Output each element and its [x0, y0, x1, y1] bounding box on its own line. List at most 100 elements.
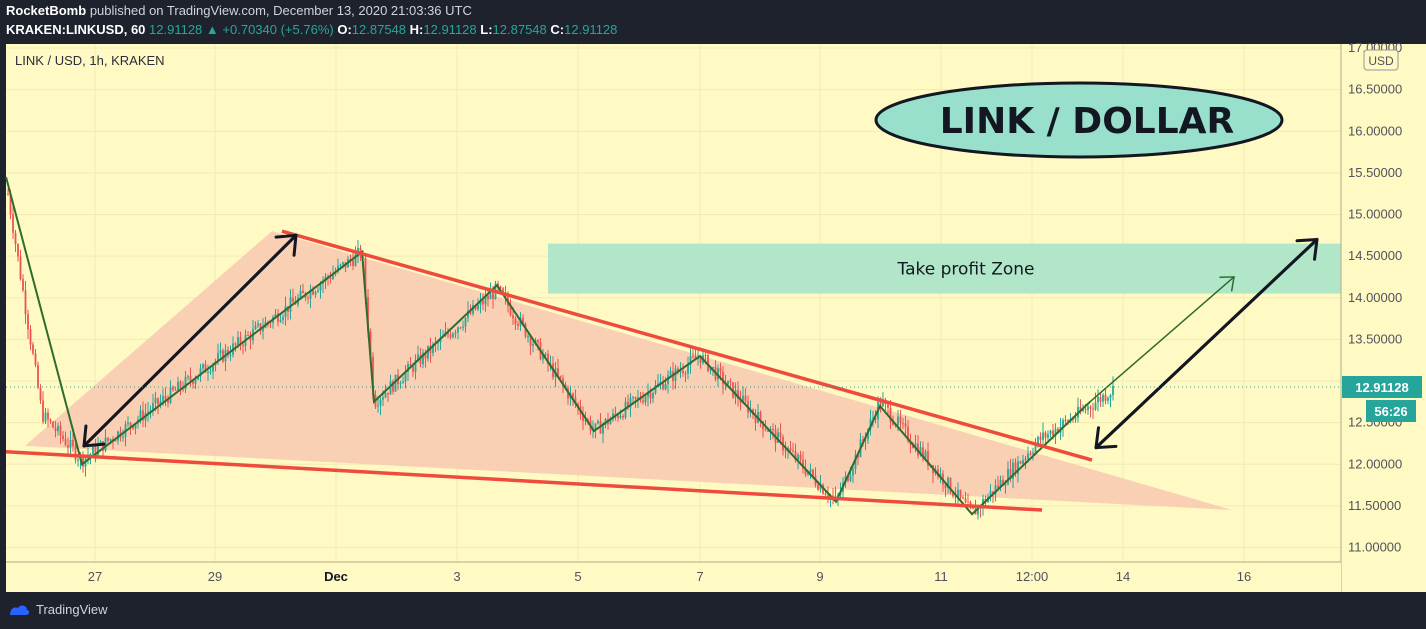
candle-body	[282, 316, 284, 320]
candle-body	[24, 290, 27, 315]
candle-body	[189, 376, 192, 381]
candle-body	[217, 353, 219, 361]
candle-body	[432, 344, 434, 353]
candle-body	[1072, 418, 1074, 420]
candle-body	[469, 310, 472, 314]
candle-body	[364, 258, 367, 297]
candle-body	[514, 318, 517, 324]
candle-body	[1107, 397, 1109, 401]
candle-body	[449, 334, 452, 338]
candle-body	[37, 364, 39, 388]
candle-body	[967, 502, 969, 504]
candle-body	[694, 356, 697, 360]
candle-body	[132, 426, 134, 429]
swing-arrow-down	[82, 233, 298, 448]
target-arrow-down-head	[1313, 237, 1319, 261]
candle-body	[807, 471, 809, 475]
candle-body	[582, 414, 584, 421]
candle-body	[404, 372, 407, 382]
candle-body	[317, 290, 319, 292]
time-tick-label: 27	[88, 569, 102, 584]
time-tick-label: 14	[1116, 569, 1130, 584]
price-tick-label: 11.50000	[1348, 498, 1401, 513]
candle-body	[764, 429, 767, 431]
time-axis[interactable]	[6, 562, 1341, 592]
candle-body	[197, 376, 199, 380]
candle-body	[619, 415, 622, 418]
candle-body	[44, 412, 47, 422]
candle-body	[492, 292, 494, 300]
candle-body	[454, 332, 457, 334]
candle-body	[129, 422, 132, 427]
candle-body	[1014, 462, 1017, 474]
price-axis[interactable]	[1341, 44, 1426, 592]
candle-body	[472, 305, 474, 314]
candle-body	[664, 384, 667, 390]
candle-body	[649, 392, 652, 399]
candle-body	[1074, 417, 1077, 420]
candle-body	[1092, 408, 1094, 410]
candle-body	[614, 413, 617, 416]
countdown-tag	[1366, 400, 1416, 422]
candle-body	[602, 425, 604, 434]
candle-body	[482, 300, 484, 305]
candle-body	[277, 313, 279, 322]
candle-body	[789, 448, 792, 451]
triangle-pattern	[25, 231, 1232, 511]
candle-body	[74, 446, 77, 460]
candle-body	[537, 339, 539, 343]
candle-body	[529, 336, 532, 346]
candle-body	[812, 469, 814, 476]
candle-body	[629, 397, 632, 408]
candle-body	[1044, 432, 1047, 438]
candle-body	[824, 493, 827, 496]
open-value: 12.87548	[351, 22, 407, 37]
candle-body	[959, 489, 962, 498]
close-label: C:	[550, 22, 565, 37]
candle-body	[532, 344, 534, 346]
candle-body	[59, 425, 62, 436]
candle-body	[657, 383, 659, 386]
candle-body	[1024, 458, 1027, 460]
candle-body	[314, 291, 317, 295]
candle-body	[322, 281, 324, 285]
tradingview-brand: TradingView	[36, 602, 108, 617]
candle-body	[622, 415, 624, 418]
candle-body	[274, 313, 277, 318]
zigzag-path	[5, 176, 1091, 516]
candle-body	[422, 352, 424, 365]
currency-box[interactable]	[1363, 49, 1399, 71]
price-tick-label: 14.50000	[1348, 248, 1402, 263]
candle-body	[889, 407, 892, 422]
candle-body	[92, 445, 94, 455]
take-profit-zone-label: Take profit Zone	[897, 260, 1035, 280]
candle-body	[69, 439, 72, 448]
candle-body	[477, 304, 479, 310]
candle-body	[669, 371, 672, 376]
candle-body	[209, 371, 212, 373]
candle-body	[544, 353, 547, 356]
candle-body	[1032, 452, 1034, 454]
candle-body	[172, 386, 174, 390]
candle-body	[972, 507, 974, 509]
author-name[interactable]: RocketBomb	[6, 3, 87, 18]
candle-body	[122, 436, 124, 438]
candle-body	[299, 290, 302, 298]
tradingview-logo[interactable]: TradingView	[8, 602, 108, 617]
candle-body	[899, 416, 902, 424]
candle-body	[864, 439, 867, 441]
candle-body	[557, 368, 559, 376]
candle-body	[642, 400, 644, 403]
candle-body	[1067, 420, 1069, 423]
candle-body	[677, 368, 679, 373]
candle-body	[907, 426, 909, 441]
candle-body	[389, 381, 392, 395]
symbol-label[interactable]: KRAKEN:LINKUSD, 60	[6, 22, 146, 37]
candle-body	[1064, 419, 1067, 421]
candle-body	[452, 333, 454, 338]
candle-body	[47, 412, 49, 420]
candle-body	[754, 414, 757, 423]
candle-body	[949, 477, 952, 493]
candle-body	[292, 297, 294, 303]
